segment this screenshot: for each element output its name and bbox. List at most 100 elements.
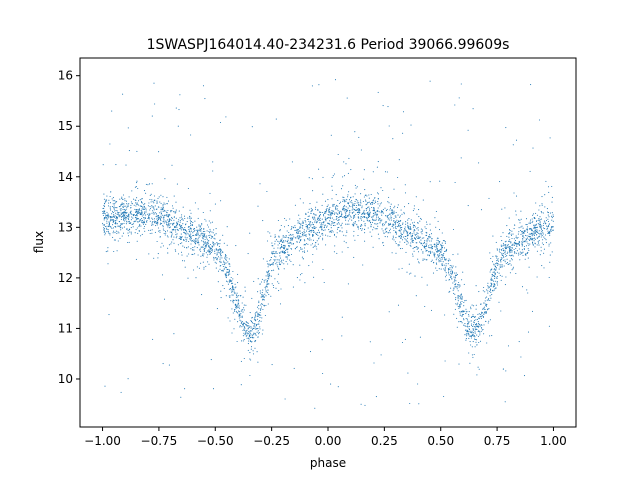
data-point — [276, 252, 278, 254]
data-point — [236, 311, 238, 314]
data-point — [475, 339, 478, 341]
data-point — [121, 202, 123, 204]
data-point — [120, 229, 122, 231]
data-point — [180, 226, 182, 228]
data-point — [286, 258, 288, 260]
data-point — [405, 239, 407, 241]
data-point — [190, 243, 192, 245]
data-point — [354, 184, 356, 186]
data-point — [136, 210, 138, 212]
data-point — [322, 224, 324, 226]
data-point — [345, 242, 347, 244]
data-point — [148, 202, 150, 204]
data-point — [535, 227, 538, 229]
data-point — [239, 313, 241, 315]
data-point — [490, 279, 492, 281]
data-point — [358, 136, 360, 138]
data-point — [524, 241, 526, 243]
data-point — [511, 230, 513, 232]
data-point — [304, 282, 306, 284]
data-point — [387, 223, 390, 225]
data-point — [349, 210, 351, 212]
data-point — [540, 246, 542, 248]
data-point — [426, 243, 428, 245]
data-point — [161, 242, 163, 244]
data-point — [138, 208, 140, 210]
data-point — [106, 225, 108, 227]
data-point — [495, 280, 497, 282]
data-point — [237, 300, 239, 302]
data-point — [128, 150, 130, 152]
data-point — [406, 222, 408, 224]
data-point — [476, 344, 478, 346]
data-point — [480, 311, 483, 313]
data-point — [382, 230, 384, 232]
data-point — [377, 193, 380, 195]
data-point — [226, 244, 228, 246]
data-point — [197, 229, 199, 231]
data-point — [340, 215, 342, 217]
data-point — [288, 255, 290, 257]
data-point — [232, 288, 234, 290]
data-point — [473, 305, 475, 307]
data-point — [397, 204, 399, 206]
data-point — [551, 219, 553, 221]
data-point — [485, 303, 487, 305]
data-point — [230, 289, 232, 291]
data-point — [126, 214, 128, 217]
data-point — [366, 195, 368, 197]
data-point — [219, 257, 221, 259]
data-point — [173, 216, 175, 218]
data-point — [547, 212, 550, 214]
data-point — [415, 242, 417, 244]
data-point — [213, 243, 215, 246]
data-point — [274, 278, 276, 280]
data-point — [325, 212, 327, 214]
data-point — [314, 221, 316, 223]
data-point — [219, 121, 222, 124]
data-point — [154, 220, 156, 222]
data-point — [255, 314, 257, 316]
data-point — [361, 213, 363, 215]
data-point — [489, 335, 491, 337]
data-point — [283, 248, 286, 250]
data-point — [373, 202, 375, 204]
data-point — [393, 212, 395, 214]
data-point — [235, 310, 237, 312]
data-point — [534, 233, 536, 235]
data-point — [495, 241, 497, 243]
data-point — [327, 213, 329, 216]
data-point — [149, 194, 151, 196]
data-point — [281, 259, 283, 261]
data-point — [343, 200, 345, 202]
data-point — [143, 220, 145, 222]
data-point — [165, 232, 167, 234]
data-point — [141, 218, 143, 220]
data-point — [342, 176, 344, 178]
data-point — [383, 232, 385, 234]
data-point — [516, 237, 518, 239]
data-point — [438, 255, 440, 257]
data-point — [224, 262, 226, 264]
data-point — [447, 263, 449, 265]
data-point — [505, 127, 507, 129]
data-point — [313, 276, 315, 278]
data-point — [241, 321, 243, 323]
data-point — [215, 262, 217, 264]
data-point — [341, 231, 343, 233]
data-point — [121, 203, 123, 205]
data-point — [473, 353, 475, 356]
data-point — [442, 240, 444, 242]
data-point — [303, 233, 305, 235]
data-point — [527, 331, 530, 333]
data-point — [489, 295, 491, 297]
data-point — [129, 212, 131, 214]
data-point — [108, 222, 110, 224]
data-point — [523, 232, 525, 234]
data-point — [540, 228, 543, 230]
data-point — [513, 241, 516, 243]
data-point — [438, 250, 440, 252]
data-point — [269, 260, 271, 262]
data-point — [144, 216, 146, 218]
data-point — [290, 227, 293, 229]
